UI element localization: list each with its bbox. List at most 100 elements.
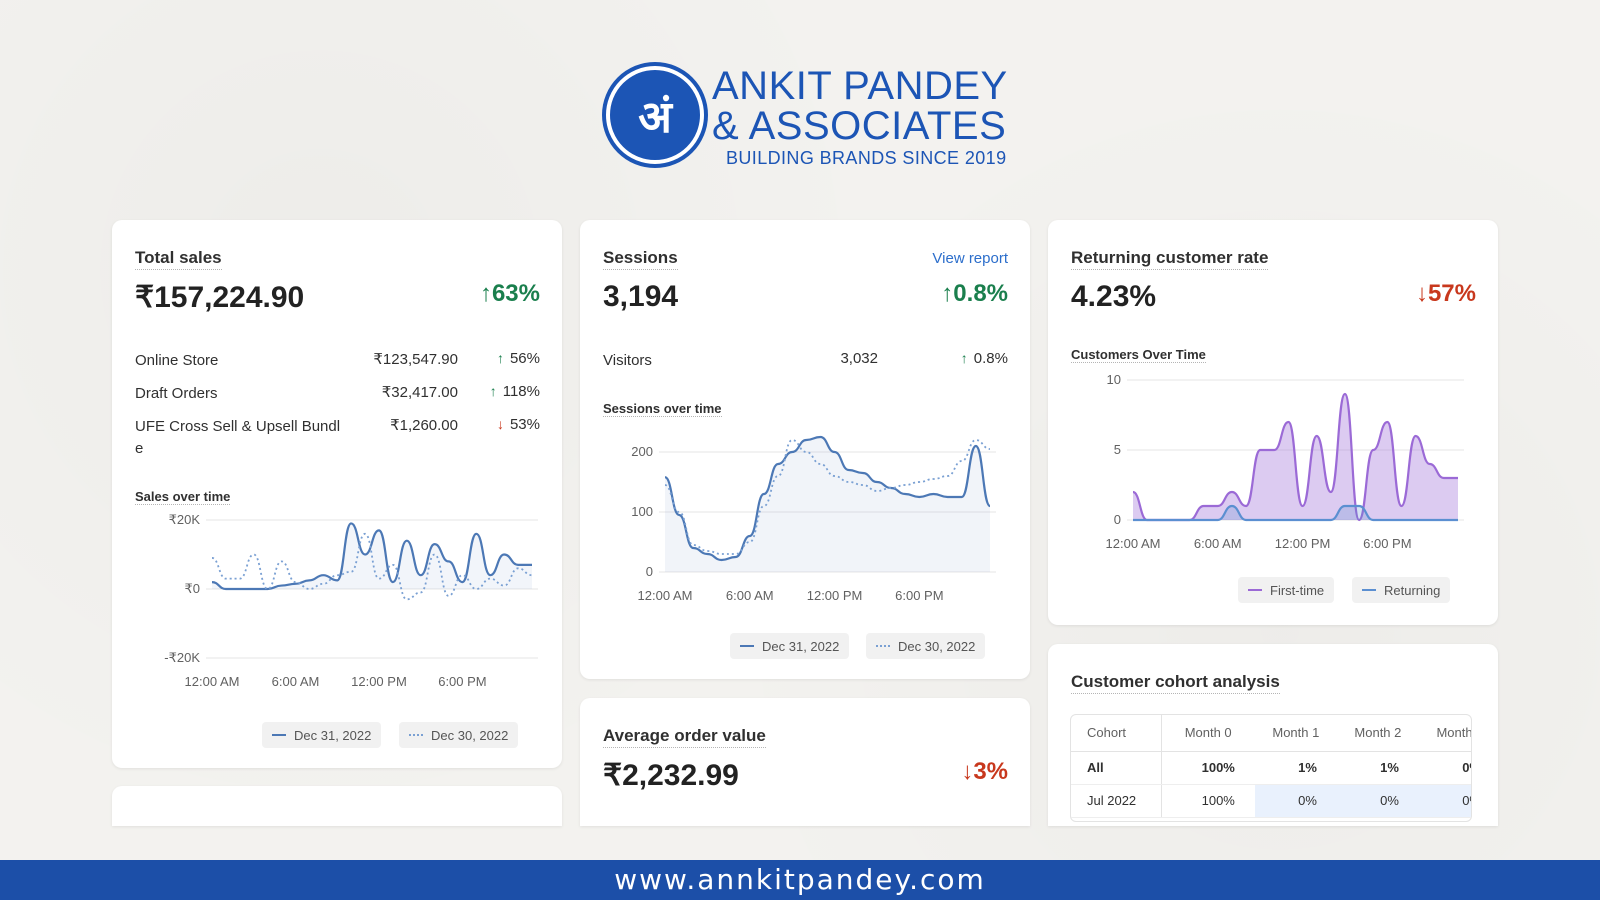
visitors-label: Visitors bbox=[603, 352, 652, 369]
y-tick-label: ₹0 bbox=[184, 581, 200, 596]
returning-delta: ↓57% bbox=[1416, 280, 1476, 308]
y-tick-label: 0 bbox=[646, 564, 653, 579]
table-cell: 1% bbox=[1254, 751, 1337, 785]
sales-chart-title[interactable]: Sales over time bbox=[135, 489, 231, 505]
total-sales-card: Total sales ₹157,224.90 ↑63% Online Stor… bbox=[112, 220, 562, 768]
channel-value: ₹123,547.90 bbox=[373, 351, 458, 368]
y-tick-label: 100 bbox=[631, 504, 653, 519]
legend-current-label: Dec 31, 2022 bbox=[294, 727, 372, 743]
cohort-table: Cohort Month 0 Month 1 Month 2 Month 3 A… bbox=[1071, 715, 1471, 818]
solid-line-icon bbox=[1248, 589, 1262, 591]
table-header-cell: Month 1 bbox=[1254, 715, 1337, 752]
table-header-cell: Cohort bbox=[1071, 715, 1162, 752]
series-line bbox=[211, 532, 533, 601]
table-row: All 100% 1% 1% 0% bbox=[1071, 751, 1471, 785]
channel-delta-value: 53% bbox=[509, 416, 540, 433]
x-tick-label: 12:00 PM bbox=[351, 674, 407, 689]
aov-delta-value: 3% bbox=[973, 758, 1008, 785]
total-sales-delta: ↑63% bbox=[480, 280, 540, 308]
customers-chart-title[interactable]: Customers Over Time bbox=[1071, 347, 1206, 363]
brand-name-line1: ANKIT PANDEY bbox=[712, 64, 1008, 108]
arrow-up-icon: ↑ bbox=[960, 350, 968, 366]
y-tick-label: 0 bbox=[1114, 512, 1121, 527]
table-header-cell: Month 2 bbox=[1336, 715, 1419, 752]
view-report-link[interactable]: View report bbox=[932, 250, 1008, 267]
legend-returning[interactable]: Returning bbox=[1352, 577, 1451, 603]
arrow-up-icon: ↑ bbox=[489, 383, 497, 399]
returning-value: 4.23% bbox=[1071, 280, 1157, 313]
arrow-up-icon: ↑ bbox=[496, 350, 504, 366]
channel-value: ₹32,417.00 bbox=[381, 384, 458, 401]
y-tick-label: -₹20K bbox=[164, 650, 200, 665]
average-order-value-card: Average order value ₹2,232.99 ↓3% bbox=[580, 698, 1030, 826]
arrow-down-icon: ↓ bbox=[1415, 280, 1428, 307]
x-tick-label: 12:00 AM bbox=[1106, 536, 1161, 551]
table-header-cell: Month 0 bbox=[1161, 715, 1255, 752]
returning-title[interactable]: Returning customer rate bbox=[1071, 248, 1269, 270]
channel-label: UFE Cross Sell & Upsell Bundle bbox=[135, 418, 341, 457]
series-area bbox=[1133, 394, 1458, 520]
x-tick-label: 6:00 AM bbox=[726, 588, 774, 603]
solid-line-icon bbox=[740, 645, 754, 647]
legend-current[interactable]: Dec 31, 2022 bbox=[262, 722, 382, 748]
channel-label: Draft Orders bbox=[135, 385, 218, 402]
cohort-table-wrapper[interactable]: Cohort Month 0 Month 1 Month 2 Month 3 A… bbox=[1070, 714, 1472, 822]
arrow-up-icon: ↑ bbox=[479, 280, 492, 307]
legend-previous[interactable]: Dec 30, 2022 bbox=[866, 633, 986, 659]
dotted-line-icon bbox=[876, 645, 890, 647]
y-tick-label: 200 bbox=[631, 444, 653, 459]
channel-delta-value: 56% bbox=[509, 350, 540, 367]
sessions-chart-title[interactable]: Sessions over time bbox=[603, 401, 722, 417]
legend-previous[interactable]: Dec 30, 2022 bbox=[399, 722, 519, 748]
y-tick-label: 10 bbox=[1107, 372, 1121, 387]
x-tick-label: 12:00 AM bbox=[638, 588, 693, 603]
x-tick-label: 12:00 AM bbox=[185, 674, 240, 689]
channel-delta: ↑ 118% bbox=[490, 383, 540, 400]
y-tick-label: ₹20K bbox=[169, 512, 201, 527]
visitors-value: 3,032 bbox=[840, 350, 878, 367]
legend-previous-label: Dec 30, 2022 bbox=[431, 727, 509, 743]
legend-previous-label: Dec 30, 2022 bbox=[898, 638, 976, 654]
solid-line-icon bbox=[272, 734, 286, 736]
total-sales-value: ₹157,224.90 bbox=[135, 281, 305, 314]
x-tick-label: 12:00 PM bbox=[807, 588, 863, 603]
cohort-title[interactable]: Customer cohort analysis bbox=[1071, 672, 1280, 694]
returning-customer-card: Returning customer rate 4.23% ↓57% Custo… bbox=[1048, 220, 1498, 625]
table-row: Jul 2022 100% 0% 0% 0% bbox=[1071, 784, 1471, 818]
cohort-analysis-card: Customer cohort analysis Cohort Month 0 … bbox=[1048, 644, 1498, 826]
y-tick-label: 5 bbox=[1114, 442, 1121, 457]
series-line bbox=[664, 435, 992, 562]
table-header-row: Cohort Month 0 Month 1 Month 2 Month 3 bbox=[1071, 715, 1471, 752]
table-cell: Jul 2022 bbox=[1071, 784, 1162, 818]
legend-returning-label: Returning bbox=[1384, 582, 1441, 598]
sessions-card: Sessions View report 3,194 ↑0.8% Visitor… bbox=[580, 220, 1030, 679]
table-cell: 100% bbox=[1161, 751, 1255, 785]
channel-label: Online Store bbox=[135, 352, 219, 369]
sessions-title[interactable]: Sessions bbox=[603, 248, 678, 270]
series-line bbox=[211, 522, 532, 591]
brand-logo: अं bbox=[606, 66, 704, 164]
x-tick-label: 6:00 AM bbox=[272, 674, 320, 689]
table-cell: 0% bbox=[1254, 784, 1337, 818]
x-tick-label: 6:00 PM bbox=[1363, 536, 1411, 551]
brand-logo-icon: अं bbox=[638, 92, 673, 143]
channel-delta: ↑ 56% bbox=[497, 350, 540, 367]
legend-first-time[interactable]: First-time bbox=[1238, 577, 1335, 603]
channel-value: ₹1,260.00 bbox=[390, 417, 458, 434]
customers-over-time-chart: 10 5 0 12:00 AM 6:00 AM 12:00 PM 6:00 PM bbox=[1106, 372, 1464, 551]
channel-delta-value: 118% bbox=[502, 383, 540, 400]
aov-title[interactable]: Average order value bbox=[603, 726, 766, 748]
aov-value: ₹2,232.99 bbox=[603, 759, 739, 792]
legend-current[interactable]: Dec 31, 2022 bbox=[730, 633, 850, 659]
sessions-value: 3,194 bbox=[603, 280, 679, 313]
table-cell: 0% bbox=[1418, 784, 1471, 818]
footer-website-url[interactable]: www.annkitpandey.com bbox=[0, 860, 1600, 900]
arrow-down-icon: ↓ bbox=[961, 758, 974, 785]
brand-logo-glyph: अं bbox=[638, 92, 673, 143]
x-tick-label: 6:00 AM bbox=[1194, 536, 1242, 551]
legend-current-label: Dec 31, 2022 bbox=[762, 638, 840, 654]
sessions-delta: ↑0.8% bbox=[941, 280, 1008, 308]
x-tick-label: 6:00 PM bbox=[438, 674, 486, 689]
total-sales-delta-value: 63% bbox=[491, 280, 540, 307]
total-sales-title[interactable]: Total sales bbox=[135, 248, 222, 270]
